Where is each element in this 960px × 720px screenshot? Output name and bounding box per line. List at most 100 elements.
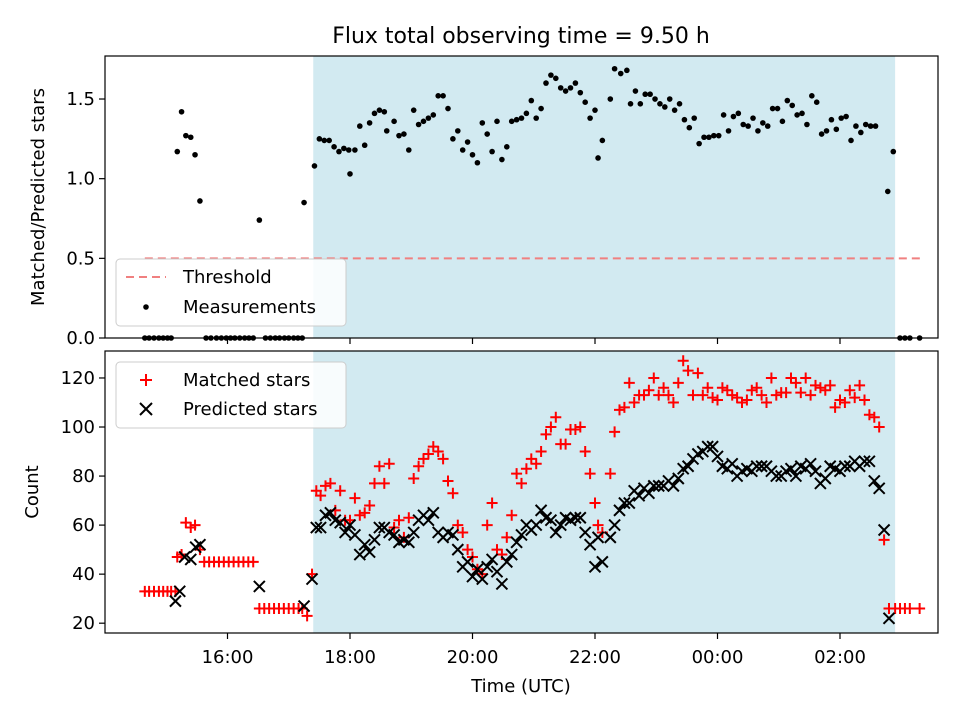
measurement-point [582, 99, 588, 106]
measurement-point [513, 116, 520, 123]
matched-star-point [516, 477, 527, 489]
measurement-point [828, 116, 835, 123]
matched-star-point [413, 460, 425, 472]
measurement-point [774, 105, 781, 112]
matched-star-point [393, 514, 405, 526]
matched-star-point [751, 382, 763, 394]
measurement-point [391, 118, 397, 125]
matched-star-point [530, 458, 542, 470]
matched-star-point [373, 460, 385, 472]
predicted-star-point [343, 518, 357, 532]
predicted-star-point [461, 555, 474, 569]
bottom-x-ticks: 16:00 18:00 20:00 22:00 00:00 02:00 [202, 633, 866, 668]
measurement-point [671, 107, 678, 113]
matched-star-point [354, 509, 366, 521]
measurement-point [321, 137, 328, 144]
matched-star-point [442, 475, 454, 487]
x-tick-label: 00:00 [692, 647, 744, 668]
matched-star-point [682, 365, 694, 377]
measurement-point [867, 123, 874, 129]
matched-star-point [677, 355, 689, 367]
measurement-point [406, 147, 412, 153]
predicted-star-point [446, 528, 460, 542]
predicted-star-point [623, 496, 636, 510]
predicted-star-point [804, 457, 817, 471]
bottom-legend-box [115, 361, 347, 429]
measurement-point [735, 110, 742, 117]
top-y-tick-label: 0.5 [66, 248, 95, 269]
predicted-star-point [471, 563, 484, 576]
measurement-point [474, 159, 481, 166]
legend-measurement-marker [143, 304, 149, 310]
matched-star-point [638, 389, 650, 401]
predicted-star-point [505, 548, 518, 561]
predicted-star-point [604, 531, 617, 544]
matched-star-point [819, 384, 831, 396]
predicted-star-point [368, 533, 381, 547]
bottom-panel: 20 40 60 80 100 120 16:00 18:00 20:00 22:00 00:00… [22, 350, 939, 697]
matched-star-point [854, 379, 866, 391]
measurement-point [396, 132, 402, 139]
predicted-star-point [642, 487, 656, 500]
matched-star-point [418, 453, 429, 465]
measurement-point [562, 88, 569, 94]
measurement-point [764, 123, 771, 129]
matched-star-point [491, 544, 503, 556]
predicted-star-point [363, 545, 376, 559]
predicted-star-point [297, 599, 311, 613]
predicted-star-point [476, 572, 489, 586]
measurement-point [469, 151, 476, 158]
measurement-point [592, 107, 598, 113]
matched-star-point [614, 404, 625, 416]
predicted-star-point [515, 528, 528, 542]
predicted-star-point [789, 469, 803, 483]
measurement-point [794, 112, 800, 118]
measurement-point [843, 113, 849, 120]
matched-star-point [746, 384, 758, 396]
matched-star-point [437, 453, 449, 465]
measurement-point [401, 131, 407, 137]
matched-star-point [800, 372, 812, 384]
measurement-point [508, 118, 515, 125]
predicted-star-point [706, 440, 719, 453]
measurement-point [725, 128, 732, 134]
measurement-point [662, 104, 668, 110]
matched-star-point [569, 423, 581, 435]
measurement-point [624, 67, 630, 74]
bottom-y-tick-label: 20 [72, 613, 95, 634]
predicted-star-point [667, 479, 680, 493]
measurement-point [833, 126, 840, 133]
predicted-star-point [632, 489, 646, 502]
measurement-point [691, 115, 698, 121]
matched-star-point [457, 526, 469, 538]
predicted-star-point [193, 538, 207, 551]
matched-star-point [403, 512, 415, 524]
predicted-star-point [681, 460, 695, 473]
matched-star-point [692, 367, 704, 379]
measurement-point [361, 142, 368, 149]
matched-star-point [383, 458, 395, 470]
measurement-point [652, 96, 658, 102]
measurement-point [657, 100, 663, 107]
top-y-ticks: 0.0 0.5 1.0 1.5 [66, 89, 105, 349]
matched-star-point [452, 519, 464, 531]
measurement-point [760, 120, 766, 126]
matched-star-point [687, 389, 699, 401]
matched-star-point [712, 394, 723, 406]
matched-star-point [667, 396, 679, 408]
matched-star-point [643, 384, 655, 396]
predicted-star-point [402, 536, 416, 549]
measurement-point [784, 97, 791, 104]
measurement-point [197, 198, 203, 204]
matched-star-point [189, 519, 201, 531]
measurement-point [256, 217, 263, 223]
measurement-point [311, 163, 318, 169]
predicted-star-point [725, 457, 739, 471]
predicted-star-point [672, 472, 685, 485]
measurement-point [455, 128, 461, 134]
measurement-point [676, 100, 683, 107]
measurement-point [174, 148, 181, 155]
measurement-point [494, 118, 500, 125]
matched-star-point [873, 421, 885, 433]
top-y-tick-label: 1.0 [66, 169, 95, 190]
